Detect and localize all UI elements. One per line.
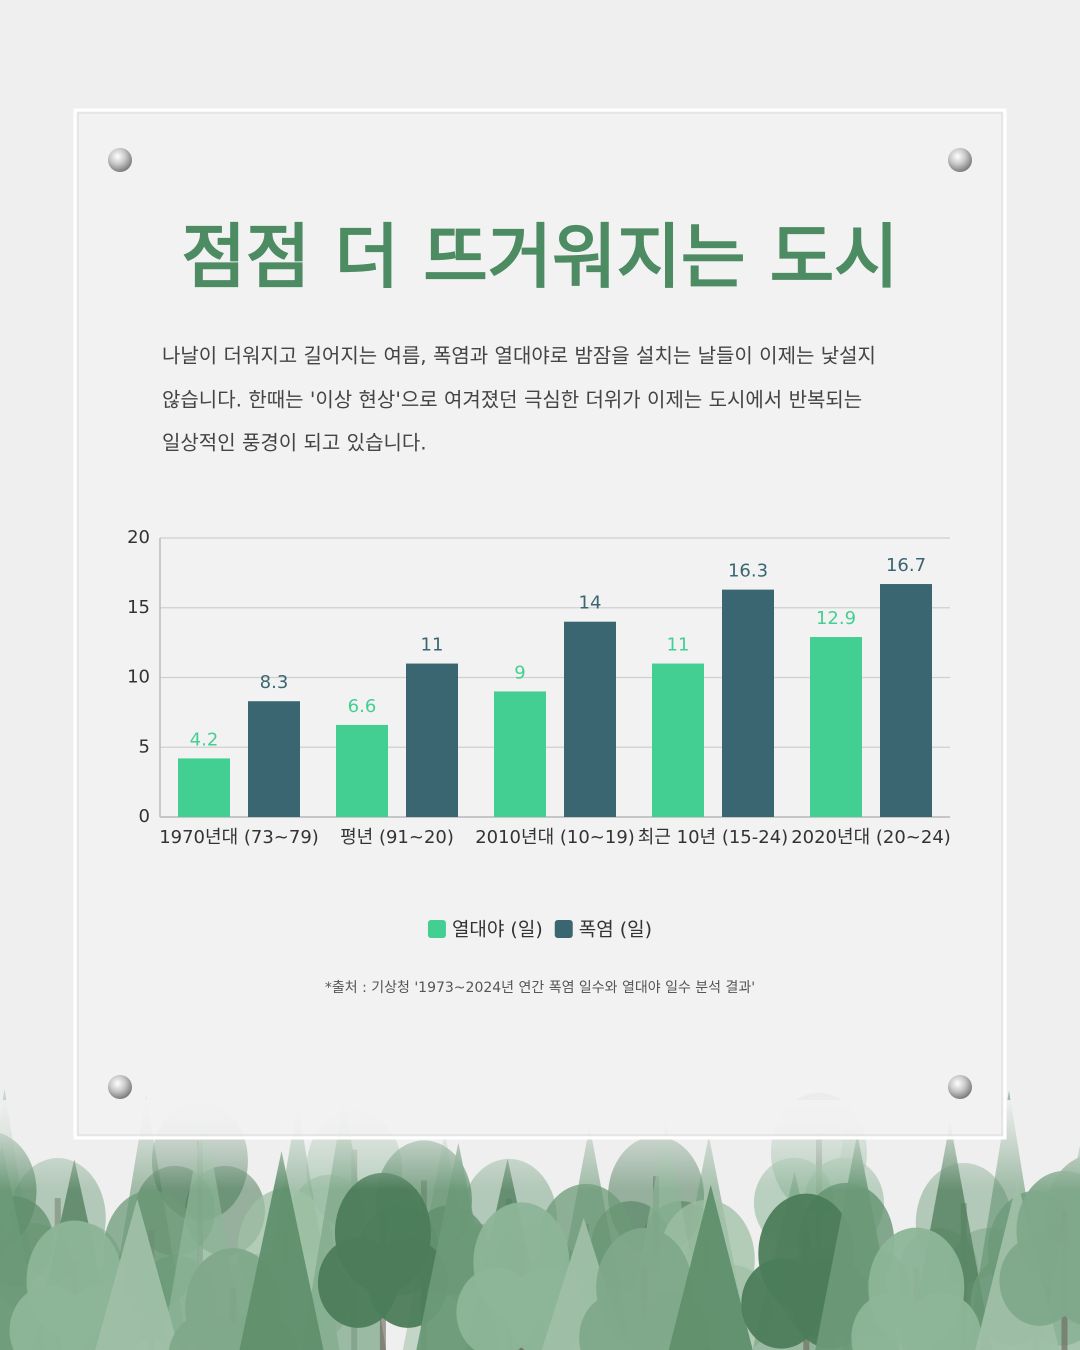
screw (108, 148, 132, 172)
pine-tree (95, 1198, 180, 1350)
legend-label: 폭염 (일) (579, 919, 652, 941)
x-tick-label: 평년 (91~20) (340, 827, 454, 848)
bar (652, 663, 704, 817)
value-label: 4.2 (190, 729, 219, 750)
bar-chart: 0 5 10 15 20 1970년대 (73~79) 4.2 8.3 평년 (91~20) 6.… (127, 527, 951, 941)
x-tick-label: 2010년대 (10~19) (475, 827, 635, 848)
round-tree (1049, 1237, 1080, 1325)
legend: 열대야 (일) 폭염 (일) (427, 919, 652, 941)
legend-swatch (554, 920, 573, 938)
screw (948, 148, 972, 172)
description-line: 나날이 더워지고 길어지는 여름, 폭염과 열대야로 밤잠을 설치는 날들이 이… (162, 344, 876, 368)
value-label: 9 (514, 662, 525, 683)
screw (108, 1075, 132, 1099)
x-tick-label: 2020년대 (20~24) (791, 827, 951, 848)
x-tick-label: 최근 10년 (15-24) (638, 827, 788, 848)
bar (564, 621, 616, 817)
value-label: 6.6 (348, 696, 377, 717)
legend-label: 열대야 (일) (452, 919, 543, 941)
y-tick-label: 15 (127, 597, 150, 618)
acrylic-panel (73, 108, 1007, 1140)
value-label: 12.9 (816, 608, 856, 629)
forest (0, 1089, 1080, 1350)
x-tick-label: 1970년대 (73~79) (159, 827, 319, 848)
pine-tree (239, 1151, 324, 1350)
bar (336, 724, 388, 817)
bar (248, 701, 300, 817)
bar (880, 584, 932, 817)
bar (722, 589, 774, 817)
value-label: 16.3 (728, 561, 768, 582)
panel-edge (77, 112, 1003, 1136)
round-tree (901, 1292, 982, 1350)
y-tick-label: 5 (139, 736, 150, 757)
bar (810, 637, 862, 817)
title: 점점 더 뜨거워지는 도시 (181, 216, 898, 298)
value-label: 16.7 (886, 555, 926, 576)
y-tick-label: 20 (127, 527, 150, 548)
value-label: 8.3 (260, 672, 289, 693)
bar (494, 691, 546, 817)
bar (178, 758, 230, 817)
legend-swatch (427, 920, 446, 938)
value-label: 14 (579, 593, 602, 614)
source-note: *출처 : 기상청 '1973~2024년 연간 폭염 일수와 열대야 일수 분… (325, 980, 755, 996)
y-tick-label: 0 (139, 806, 150, 827)
pine-tree (668, 1184, 753, 1350)
bar (406, 663, 458, 817)
screw (948, 1075, 972, 1099)
y-tick-label: 10 (127, 667, 150, 688)
description-line: 않습니다. 한때는 '이상 현상'으로 여겨졌던 극심한 더위가 이제는 도시에… (162, 388, 862, 412)
value-label: 11 (667, 635, 690, 656)
value-label: 11 (421, 635, 444, 656)
description-line: 일상적인 풍경이 되고 있습니다. (162, 431, 427, 455)
